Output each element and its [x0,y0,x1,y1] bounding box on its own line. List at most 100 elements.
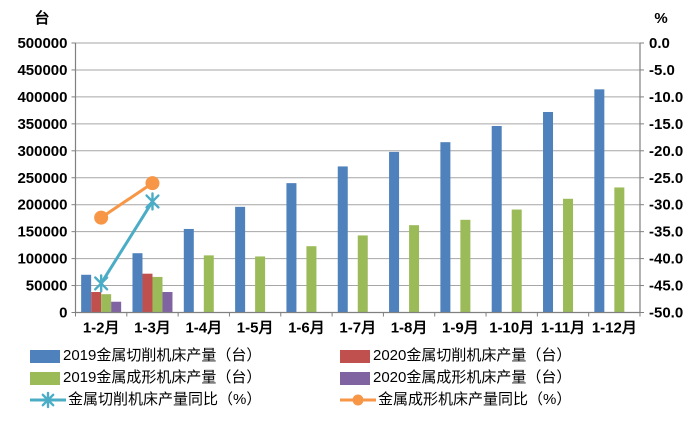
bar [255,256,266,313]
right-axis-tick-label: -30.0 [649,197,683,214]
left-axis-tick-label: 400000 [17,89,67,106]
circle-marker-icon [145,176,160,191]
asterisk-marker-icon [41,393,55,407]
bar [203,255,214,313]
right-axis-tick-label: -35.0 [649,224,683,241]
line-series-group [94,176,160,293]
right-axis-tick-label: -45.0 [649,278,683,295]
legend-swatch-forming-yoy-line-circle-icon [340,391,376,409]
legend-item-2020-forming: 2020金属成形机床产量（台） [340,369,685,387]
x-axis-category-label: 1-6月 [288,320,325,337]
bar [440,142,451,313]
left-axis-tick-label: 300000 [17,143,67,160]
bar-series-group [81,89,625,313]
bar [614,187,625,313]
legend: 2019金属切削机床产量（台） 2020金属切削机床产量（台） 2019金属成形… [30,347,685,409]
bar [183,228,194,313]
bar [306,246,317,313]
legend-swatch-2019-cutting [30,349,60,363]
x-axis-category-label: 1-4月 [185,320,222,337]
x-axis-category-label: 1-11月 [541,320,585,337]
circle-marker-icon [94,210,109,225]
bar-series-2019-forming [101,187,625,313]
trend-line [99,200,154,285]
x-axis-category-label: 1-2月 [83,320,120,337]
bar [357,235,368,313]
bar-series-2020-forming [111,292,173,313]
legend-label-2020-forming: 2020金属成形机床产量（台） [373,369,572,386]
x-axis-category-label: 1-5月 [237,320,274,337]
bar [337,166,348,313]
bar [235,206,246,313]
left-axis-tick-label: 100000 [17,251,67,268]
trend-line [100,181,154,219]
asterisk-marker-icon [145,194,160,209]
left-axis-tick-label: 350000 [17,116,67,133]
bar [491,126,502,313]
bar [460,219,471,313]
legend-item-2020-cutting: 2020金属切削机床产量（台） [340,347,685,365]
bar [511,209,522,313]
x-axis-category-label: 1-3月 [134,320,171,337]
bar [132,253,143,313]
bar [563,198,574,313]
bar-series-2020-cutting [91,273,153,313]
legend-item-forming-yoy: 金属成形机床产量同比（%） [340,391,685,409]
bar [101,294,112,313]
legend-swatch-2020-forming [340,371,370,385]
left-axis-tick-label: 200000 [17,197,67,214]
right-axis-tick-label: -10.0 [649,89,683,106]
asterisk-marker-icon [94,276,109,291]
left-axis-title: 台 [34,9,49,27]
line-series-forming-yoy [94,176,160,225]
bar [111,301,122,313]
left-axis-tick-label: 150000 [17,224,67,241]
x-axis-category-label: 1-9月 [442,320,479,337]
left-axis-tick-label: 450000 [17,62,67,79]
left-axis-tick-label: 50000 [26,278,68,295]
right-axis-tick-label: -50.0 [649,305,683,322]
right-axis-tick-label: -25.0 [649,170,683,187]
legend-line-sample [30,391,66,409]
legend-swatch-2020-cutting [340,349,370,363]
right-axis-tick-label: -20.0 [649,143,683,160]
circle-marker-icon [352,394,364,406]
legend-label-2019-cutting: 2019金属切削机床产量（台） [63,347,262,364]
legend-label-2019-forming: 2019金属成形机床产量（台） [63,369,262,386]
legend-label-cutting-yoy: 金属切削机床产量同比（%） [68,391,262,408]
legend-item-cutting-yoy: 金属切削机床产量同比（%） [30,391,340,409]
bar [142,273,153,313]
bar [91,292,102,313]
bar [162,292,173,313]
legend-swatch-cutting-yoy-line-asterisk-icon [30,391,66,409]
x-axis-category-label: 1-7月 [339,320,376,337]
legend-item-2019-cutting: 2019金属切削机床产量（台） [30,347,340,365]
left-axis-tick-label: 250000 [17,170,67,187]
x-axis-category-label: 1-8月 [391,320,428,337]
right-axis-tick-label: 0.0 [649,35,670,52]
axes [71,42,644,317]
legend-item-2019-forming: 2019金属成形机床产量（台） [30,369,340,387]
right-axis-title: % [654,10,667,27]
right-axis-tick-label: -15.0 [649,116,683,133]
legend-swatch-2019-forming [30,371,60,385]
bar [286,183,297,313]
bar [409,225,420,313]
left-axis-tick-label: 500000 [17,35,67,52]
legend-label-forming-yoy: 金属成形机床产量同比（%） [378,391,572,408]
legend-label-2020-cutting: 2020金属切削机床产量（台） [373,347,572,364]
bar [389,151,400,313]
bar [543,111,554,313]
legend-line-sample [340,394,376,406]
line-series-cutting-yoy [94,192,160,293]
bar [81,274,92,313]
right-axis-tick-label: -5.0 [649,62,675,79]
left-axis-tick-label: 0 [59,305,67,322]
bar-series-2019-cutting [81,89,605,313]
x-axis-category-label: 1-10月 [489,320,534,337]
x-axis-category-label: 1-12月 [592,320,637,337]
right-axis-tick-label: -40.0 [649,251,683,268]
